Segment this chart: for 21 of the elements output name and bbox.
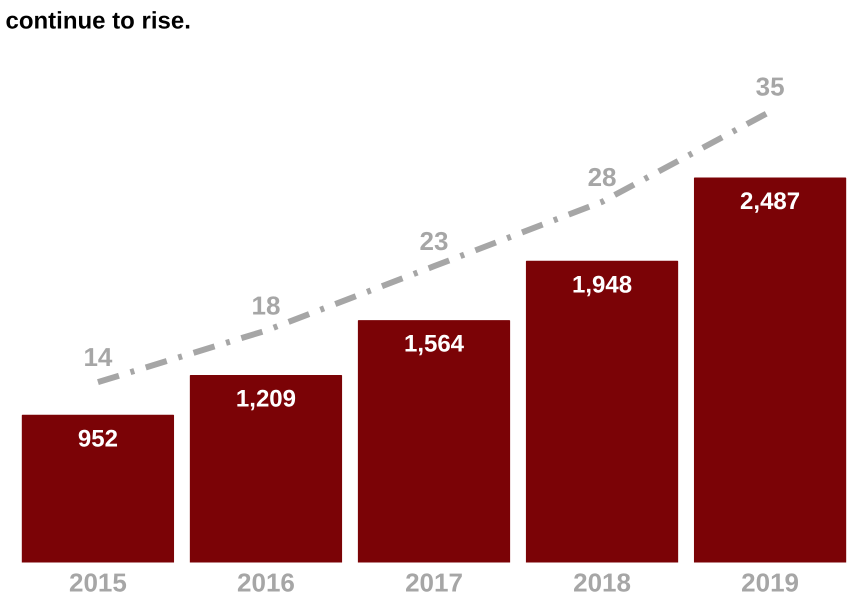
x-tick-label: 2019	[741, 568, 799, 594]
data-label: 952	[78, 425, 118, 452]
x-tick-label: 2016	[237, 568, 295, 594]
x-tick-label: 2018	[573, 568, 631, 594]
data-label: 28	[588, 162, 616, 192]
data-label: 14	[83, 342, 113, 372]
bar	[694, 177, 846, 562]
bar	[22, 414, 174, 562]
x-tick-label: 2017	[405, 568, 463, 594]
chart-title: continue to rise.	[6, 8, 191, 34]
data-label: 18	[252, 290, 280, 321]
data-label: 2,487	[740, 188, 800, 215]
x-tick-label: 2015	[69, 568, 127, 594]
data-label: 35	[756, 72, 785, 102]
bar	[358, 320, 510, 562]
bar	[190, 375, 342, 562]
data-label: 23	[420, 226, 448, 256]
data-label: 1,948	[572, 271, 632, 298]
data-label: 1,209	[236, 386, 296, 413]
bar	[526, 260, 678, 562]
data-label: 1,564	[404, 330, 465, 358]
